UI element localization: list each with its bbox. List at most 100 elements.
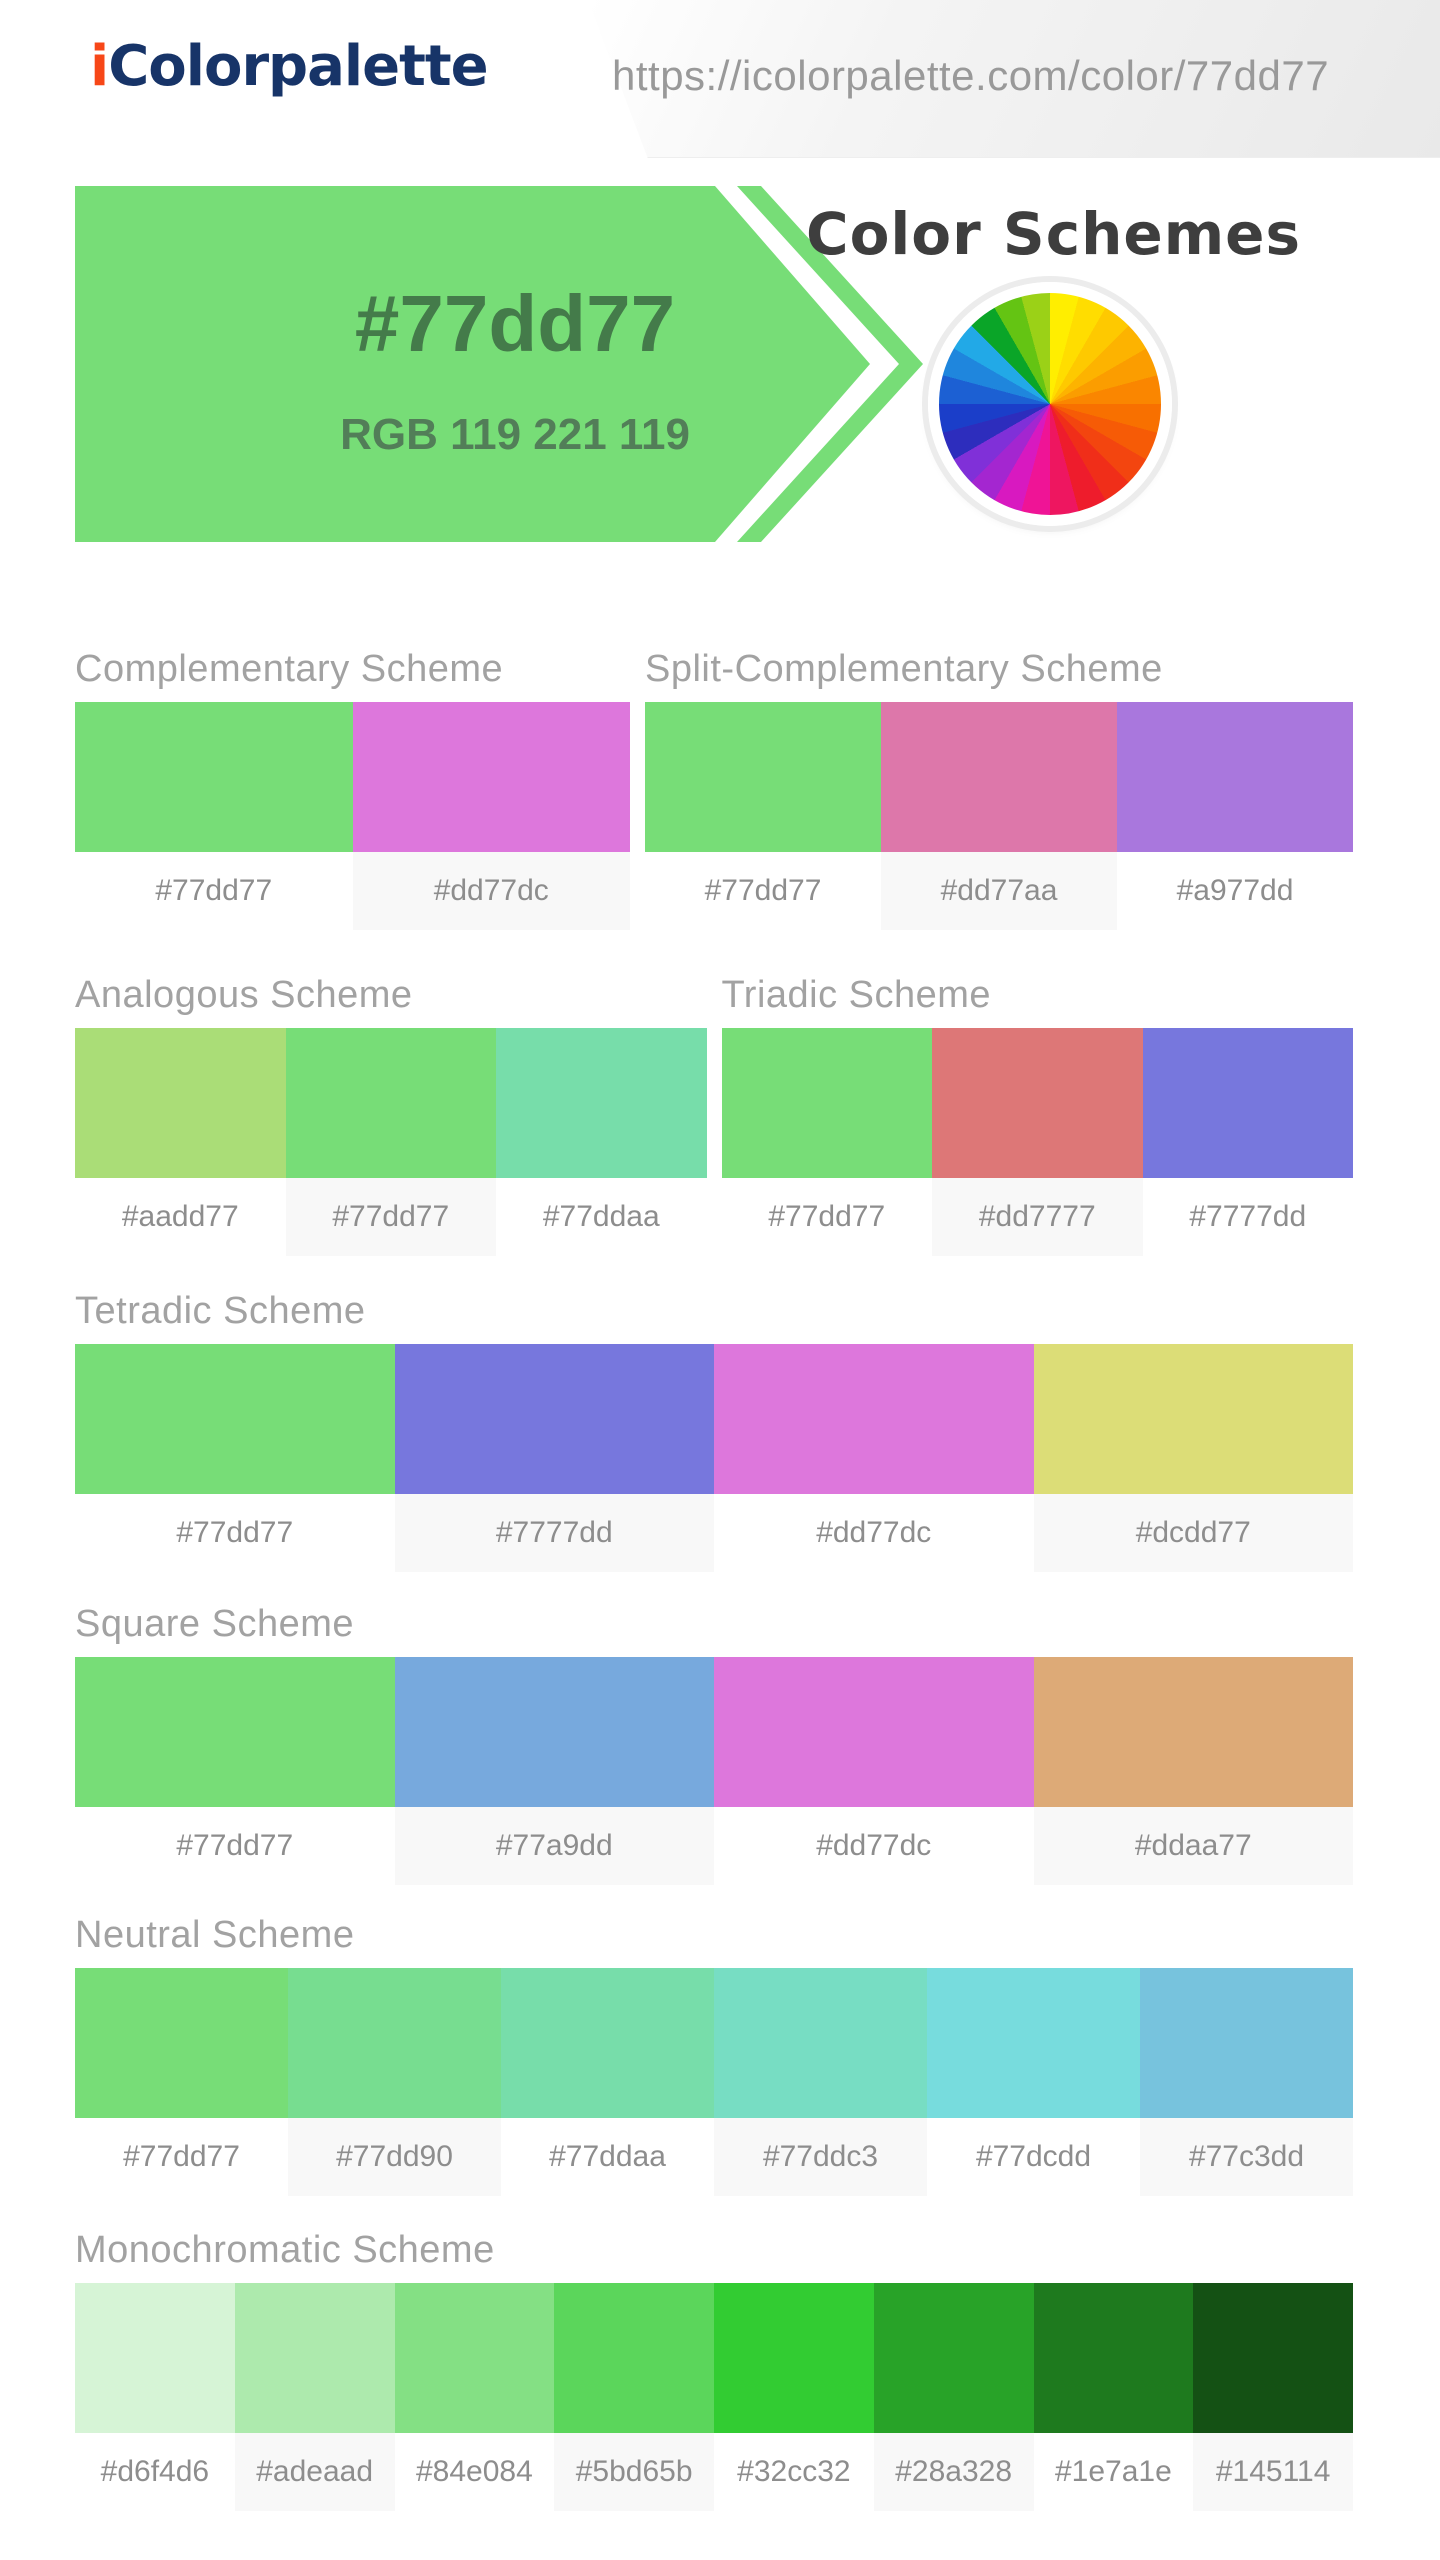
color-rgb-value: RGB 119 221 119 xyxy=(340,410,690,459)
swatch-hex-label: #77dd77 xyxy=(75,2118,288,2196)
color-swatch[interactable] xyxy=(75,1344,395,1494)
color-swatch[interactable] xyxy=(927,1968,1140,2118)
swatch-strip xyxy=(75,1968,1353,2118)
scheme-title: Analogous Scheme xyxy=(75,974,413,1016)
color-swatch[interactable] xyxy=(1033,2283,1194,2433)
swatch-hex-label: #77ddc3 xyxy=(714,2118,927,2196)
label-strip: #77dd77 #dd7777 #7777dd xyxy=(721,1178,1353,1256)
color-swatch[interactable] xyxy=(288,1968,501,2118)
scheme-triadic: Triadic Scheme #77dd77 #dd7777 #7777dd xyxy=(721,974,1353,1256)
label-strip: #77dd77 #77a9dd #dd77dc #ddaa77 xyxy=(75,1807,1353,1885)
swatch-hex-label: #77ddaa xyxy=(496,1178,707,1256)
scheme-title: Triadic Scheme xyxy=(721,974,992,1016)
label-strip: #d6f4d6 #adeaad #84e084 #5bd65b #32cc32 #28a3… xyxy=(75,2433,1353,2511)
swatch-hex-label: #77dd77 xyxy=(285,1178,496,1256)
swatch-hex-label: #dd77dc xyxy=(714,1807,1034,1885)
swatch-strip xyxy=(75,702,630,852)
schemes-content: Complementary Scheme #77dd77 #dd77dc Spli… xyxy=(75,650,1353,2511)
scheme-complementary: Complementary Scheme #77dd77 #dd77dc xyxy=(75,650,630,930)
site-logo[interactable]: iColorpalette xyxy=(90,34,489,99)
swatch-strip xyxy=(75,1657,1353,1807)
color-swatch[interactable] xyxy=(721,1028,932,1178)
swatch-hex-label: #28a328 xyxy=(873,2433,1034,2511)
swatch-hex-label: #ddaa77 xyxy=(1033,1807,1353,1885)
label-strip: #77dd77 #dd77dc xyxy=(75,852,630,930)
swatch-strip xyxy=(721,1028,1353,1178)
scheme-monochromatic: Monochromatic Scheme #d6f4d6 #adeaad #84e0… xyxy=(75,2231,1353,2511)
swatch-hex-label: #84e084 xyxy=(394,2433,555,2511)
arrow-banner-shape xyxy=(75,186,923,542)
color-swatch[interactable] xyxy=(873,2283,1034,2433)
color-swatch[interactable] xyxy=(714,1344,1034,1494)
color-swatch[interactable] xyxy=(75,1968,288,2118)
swatch-hex-label: #dd77dc xyxy=(352,852,630,930)
color-swatch[interactable] xyxy=(75,2283,235,2433)
label-strip: #77dd77 #dd77aa #a977dd xyxy=(645,852,1353,930)
swatch-strip xyxy=(75,2283,1353,2433)
swatch-hex-label: #77dd77 xyxy=(75,852,353,930)
color-swatch[interactable] xyxy=(75,702,353,852)
color-wheel xyxy=(928,282,1172,526)
scheme-neutral: Neutral Scheme #77dd77 #77dd90 #77ddaa #77d… xyxy=(75,1916,1353,2196)
color-swatch[interactable] xyxy=(1033,1657,1353,1807)
color-swatch[interactable] xyxy=(1193,2283,1353,2433)
color-swatch[interactable] xyxy=(501,1968,714,2118)
color-swatch[interactable] xyxy=(554,2283,714,2433)
color-schemes-heading: Color Schemes xyxy=(806,200,1302,268)
scheme-row: Neutral Scheme #77dd77 #77dd90 #77ddaa #77d… xyxy=(75,1916,1353,2196)
swatch-hex-label: #77dd77 xyxy=(75,1807,395,1885)
scheme-row: Complementary Scheme #77dd77 #dd77dc Spli… xyxy=(75,650,1353,930)
swatch-hex-label: #dd77dc xyxy=(714,1494,1034,1572)
swatch-hex-label: #adeaad xyxy=(234,2433,395,2511)
swatch-hex-label: #dcdd77 xyxy=(1033,1494,1353,1572)
color-swatch[interactable] xyxy=(714,1968,927,2118)
color-swatch[interactable] xyxy=(1140,1968,1353,2118)
swatch-hex-label: #a977dd xyxy=(1117,852,1353,930)
scheme-tetradic: Tetradic Scheme #77dd77 #7777dd #dd77dc #dc… xyxy=(75,1292,1353,1572)
color-banner: #77dd77 RGB 119 221 119 xyxy=(75,186,935,542)
scheme-title: Monochromatic Scheme xyxy=(75,2229,495,2271)
color-swatch[interactable] xyxy=(932,1028,1143,1178)
swatch-hex-label: #7777dd xyxy=(394,1494,714,1572)
page-url-text: https://icolorpalette.com/color/77dd77 xyxy=(612,52,1330,99)
swatch-hex-label: #7777dd xyxy=(1142,1178,1353,1256)
color-swatch[interactable] xyxy=(1142,1028,1353,1178)
arrow-banner-body xyxy=(75,186,870,542)
swatch-hex-label: #77a9dd xyxy=(394,1807,714,1885)
swatch-hex-label: #1e7a1e xyxy=(1033,2433,1194,2511)
logo-text: Colorpalette xyxy=(108,34,488,99)
scheme-row: Tetradic Scheme #77dd77 #7777dd #dd77dc #dc… xyxy=(75,1292,1353,1572)
color-swatch[interactable] xyxy=(285,1028,496,1178)
color-swatch[interactable] xyxy=(496,1028,707,1178)
color-swatch[interactable] xyxy=(1117,702,1353,852)
color-swatch[interactable] xyxy=(714,1657,1034,1807)
swatch-hex-label: #dd7777 xyxy=(932,1178,1143,1256)
swatch-hex-label: #77dd90 xyxy=(288,2118,501,2196)
swatch-strip xyxy=(75,1028,707,1178)
color-swatch[interactable] xyxy=(352,702,630,852)
color-swatch[interactable] xyxy=(645,702,881,852)
swatch-hex-label: #aadd77 xyxy=(75,1178,286,1256)
label-strip: #aadd77 #77dd77 #77ddaa xyxy=(75,1178,707,1256)
scheme-title: Neutral Scheme xyxy=(75,1914,355,1956)
color-swatch[interactable] xyxy=(394,1344,714,1494)
swatch-strip xyxy=(75,1344,1353,1494)
hero-section: #77dd77 RGB 119 221 119 Color Schemes xyxy=(0,186,1440,542)
color-swatch[interactable] xyxy=(394,1657,714,1807)
color-swatch[interactable] xyxy=(75,1028,286,1178)
scheme-row: Analogous Scheme #aadd77 #77dd77 #77ddaa T… xyxy=(75,976,1353,1256)
scheme-title: Split-Complementary Scheme xyxy=(645,648,1163,690)
color-swatch[interactable] xyxy=(1033,1344,1353,1494)
color-swatch[interactable] xyxy=(714,2283,874,2433)
swatch-hex-label: #77dd77 xyxy=(721,1178,932,1256)
swatch-hex-label: #145114 xyxy=(1193,2433,1353,2511)
swatch-strip xyxy=(645,702,1353,852)
swatch-hex-label: #77c3dd xyxy=(1140,2118,1353,2196)
color-swatch[interactable] xyxy=(394,2283,555,2433)
color-swatch[interactable] xyxy=(881,702,1117,852)
color-swatch[interactable] xyxy=(234,2283,395,2433)
swatch-hex-label: #5bd65b xyxy=(554,2433,714,2511)
color-swatch[interactable] xyxy=(75,1657,395,1807)
label-strip: #77dd77 #7777dd #dd77dc #dcdd77 xyxy=(75,1494,1353,1572)
swatch-hex-label: #d6f4d6 xyxy=(75,2433,235,2511)
